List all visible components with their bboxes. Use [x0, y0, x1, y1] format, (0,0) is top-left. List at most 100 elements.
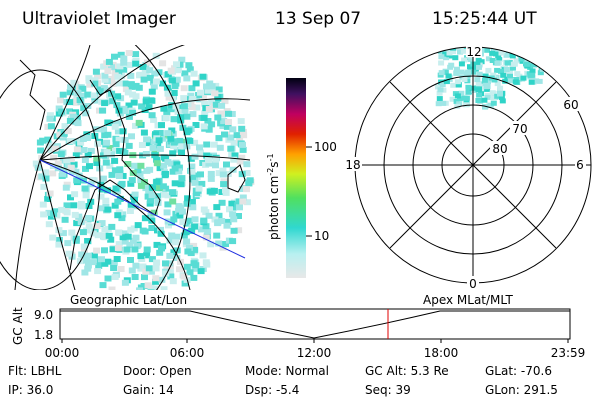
pixel	[230, 227, 238, 234]
pixel	[489, 90, 496, 96]
pixel	[168, 232, 176, 239]
pixel	[115, 136, 123, 143]
pixel	[40, 211, 48, 218]
pixel	[184, 127, 192, 134]
pixel	[182, 229, 190, 236]
pixel	[485, 56, 492, 62]
pixel	[60, 134, 67, 141]
pixel	[42, 175, 50, 182]
pixel	[142, 98, 150, 105]
pixel	[191, 216, 199, 223]
pixel	[117, 266, 125, 272]
pixel	[93, 247, 101, 254]
pixel	[159, 60, 167, 67]
label-bg	[344, 157, 362, 171]
pixel	[494, 81, 501, 87]
info-field: Gain: 14	[123, 383, 174, 397]
pixel	[478, 59, 485, 65]
pixel	[239, 198, 247, 205]
pixel	[497, 91, 503, 97]
pixel	[188, 85, 196, 92]
pixel	[235, 198, 243, 205]
pixel	[190, 274, 198, 281]
pixel	[131, 246, 139, 253]
pixel	[148, 184, 156, 191]
pixel	[490, 72, 497, 78]
pixel	[147, 197, 154, 204]
pixel	[200, 114, 208, 121]
pixel	[439, 82, 446, 88]
pixel	[163, 109, 171, 116]
pixel	[183, 200, 191, 207]
pixel	[235, 227, 243, 234]
pixel	[511, 61, 518, 67]
pixel	[85, 223, 93, 230]
pixel	[142, 151, 150, 157]
pixel	[204, 228, 212, 234]
pixel	[210, 187, 218, 194]
pixel	[482, 73, 489, 79]
pixel	[99, 107, 107, 114]
pixel	[136, 170, 144, 177]
grid-line	[134, 45, 191, 290]
pixel	[162, 260, 169, 267]
pixel	[66, 138, 74, 144]
pixel	[172, 239, 180, 246]
pixel	[496, 57, 503, 63]
pixel	[99, 186, 107, 193]
pixel	[127, 180, 135, 187]
pixel	[100, 85, 108, 92]
pixel	[217, 110, 225, 117]
pixel	[448, 62, 455, 68]
pixel	[178, 56, 186, 63]
cb-label-part: photon cm	[267, 176, 281, 240]
pixel	[108, 223, 116, 230]
pixel	[529, 51, 536, 57]
pixel	[98, 256, 105, 263]
pixel	[181, 70, 189, 77]
pixel	[533, 50, 540, 56]
pixel	[453, 70, 460, 76]
pixel	[124, 161, 132, 167]
pixel	[78, 203, 86, 210]
pixel	[128, 133, 135, 140]
cb-tick-label: 100	[314, 140, 337, 154]
pixel	[138, 103, 146, 110]
pixel	[461, 77, 468, 82]
pixel	[59, 170, 67, 177]
colorbar	[286, 78, 306, 278]
pixel	[121, 149, 129, 156]
pixel	[220, 118, 228, 125]
pixel	[114, 212, 122, 219]
pixel	[216, 144, 224, 151]
pixel	[145, 265, 153, 272]
timeline-ylabel: GC Alt	[11, 307, 25, 345]
pixel	[454, 66, 460, 72]
pixel	[166, 252, 174, 259]
pixel	[159, 135, 167, 142]
pixel	[170, 216, 178, 223]
pixel	[144, 193, 152, 200]
pixel	[151, 70, 159, 77]
pixel	[201, 100, 209, 107]
pixel	[148, 192, 156, 199]
pixel	[155, 69, 163, 76]
pixel	[172, 80, 180, 87]
pixel	[102, 159, 110, 166]
pixel	[202, 234, 210, 241]
pixel	[152, 278, 160, 285]
pixel	[167, 273, 175, 280]
pixel	[205, 157, 212, 164]
pixel	[454, 93, 461, 99]
mlt-label: 12	[466, 45, 481, 59]
pixel	[120, 55, 128, 62]
pixel	[46, 115, 54, 122]
pixel	[202, 223, 210, 230]
pixel	[100, 152, 107, 159]
pixel	[503, 52, 510, 58]
pixel	[102, 197, 110, 204]
pixel	[533, 56, 540, 62]
pixel	[507, 78, 514, 84]
pixel	[155, 137, 163, 144]
pixel	[195, 185, 203, 192]
